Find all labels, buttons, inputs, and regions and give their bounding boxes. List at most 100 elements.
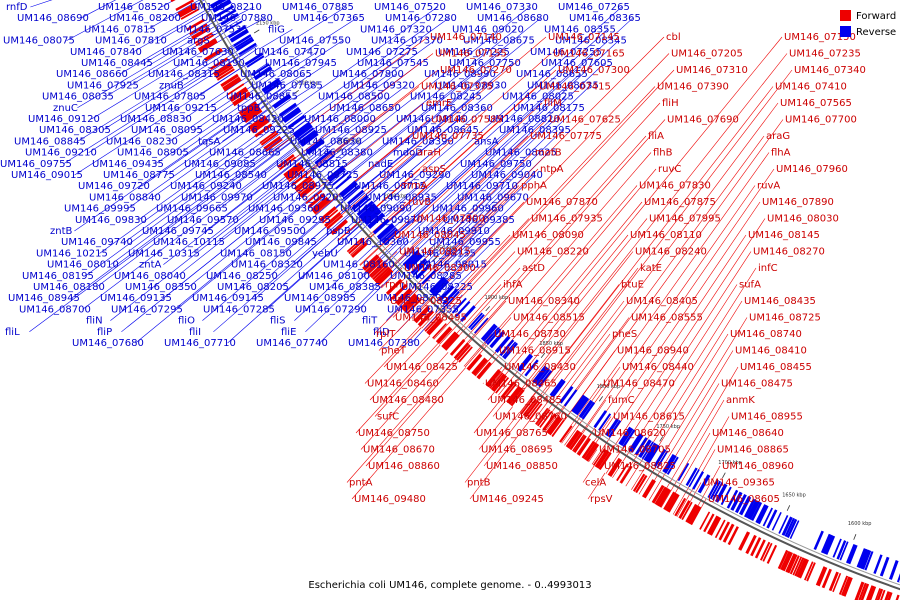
forward-feature [319,206,337,222]
forward-connector [439,102,661,345]
forward-connector [291,69,439,185]
reverse-gene-label: UM146_08855 [226,92,298,103]
reverse-feature [685,467,698,487]
reverse-gene-label: UM146_08195 [22,271,94,282]
reverse-gene-label: UM146_08845 [14,136,86,147]
forward-gene-label: fliM [544,98,562,109]
forward-connector [587,472,606,500]
forward-feature [641,479,654,498]
reverse-gene-label: UM146_08350 [125,282,197,293]
kbp-tick-label: 1650 kbp [782,492,806,498]
forward-feature [759,541,771,561]
reverse-feature [272,94,291,107]
reverse-gene-label: UM146_07365 [293,13,365,24]
reverse-feature [688,469,700,488]
forward-feature [535,407,549,425]
reverse-feature [563,389,578,407]
reverse-feature [251,63,270,77]
forward-gene-label: UM146_08825 [604,461,676,472]
reverse-gene-label: UM146_07750 [449,58,521,69]
reverse-feature [263,81,282,95]
forward-gene-label: UM146_08765 [476,428,548,439]
reverse-feature [262,78,281,93]
forward-feature [373,266,390,282]
forward-gene-label: UM146_08760 [495,412,567,423]
reverse-feature [771,511,782,531]
reverse-feature [273,95,292,109]
reverse-gene-label: UM146_09995 [64,204,136,215]
reverse-connector [361,62,513,189]
forward-feature [522,398,537,416]
reverse-feature [209,0,222,7]
reverse-connector [141,87,285,187]
reverse-gene-label: UM146_08245 [410,92,482,103]
forward-feature [703,513,715,533]
forward-feature [362,254,378,270]
reverse-feature [235,38,255,52]
forward-gene-label: UM146_08435 [744,296,816,307]
reverse-feature [486,328,502,345]
forward-feature [583,442,598,461]
forward-connector [478,406,513,450]
forward-feature [745,534,757,555]
forward-connector [427,69,675,334]
forward-connector [619,267,757,483]
reverse-connector [80,0,117,19]
forward-feature [665,492,678,512]
reverse-gene-label: UM146_08025 [502,92,574,103]
forward-gene-label: UM146_08410 [735,346,807,357]
reverse-connector [409,96,566,243]
reverse-connector [161,0,175,8]
reverse-feature [403,250,420,267]
reverse-gene-label: UM146_07545 [357,58,429,69]
reverse-gene-label: UM146_07370 [371,36,443,47]
reverse-feature [533,366,549,385]
forward-feature [706,515,719,535]
reverse-connector [427,129,563,262]
reverse-gene-label: UM146_08715 [354,181,426,192]
forward-connector [511,251,634,406]
forward-feature [263,135,282,150]
reverse-gene-label: UM146_08830 [120,114,192,125]
backbone-arc [204,0,900,586]
forward-feature [435,326,451,343]
forward-feature [573,435,587,453]
reverse-connector [405,40,619,239]
forward-feature [330,219,348,236]
forward-feature [585,443,600,462]
forward-feature [880,589,886,600]
reverse-connector [446,219,507,280]
reverse-feature [287,114,306,129]
forward-feature [642,479,656,499]
forward-gene-label: sufA [739,280,761,291]
forward-gene-label: UM146_09245 [472,494,544,505]
reverse-feature [860,549,872,570]
legend-forward-label: Forward [856,11,896,22]
forward-feature [197,38,217,51]
reverse-feature [581,401,596,420]
forward-feature [444,334,460,351]
forward-feature [598,451,612,471]
forward-feature [476,361,492,380]
reverse-gene-label: UM146_08905 [117,148,189,159]
forward-gene-label: UM146_07340 [794,65,866,76]
forward-feature [215,65,234,79]
forward-gene-label: UM146_07870 [526,197,598,208]
forward-feature [565,429,579,448]
forward-feature [250,117,269,132]
reverse-feature [574,397,590,416]
reverse-connector [163,140,324,265]
kbp-tick-label: 2100 kbp [295,81,319,87]
reverse-gene-label: UM146_08365 [569,13,641,24]
forward-gene-label: UM146_08430 [504,362,576,373]
reverse-gene-label: UM146_09960 [432,204,504,215]
reverse-feature [836,540,847,560]
reverse-connector [389,174,443,222]
forward-feature [860,583,870,600]
reverse-connector [152,98,293,198]
reverse-gene-label: UM146_08635 [527,80,599,91]
reverse-feature [292,121,310,135]
forward-gene-label: UM146_07205 [671,49,743,60]
forward-feature [175,0,195,12]
forward-feature [414,306,431,324]
